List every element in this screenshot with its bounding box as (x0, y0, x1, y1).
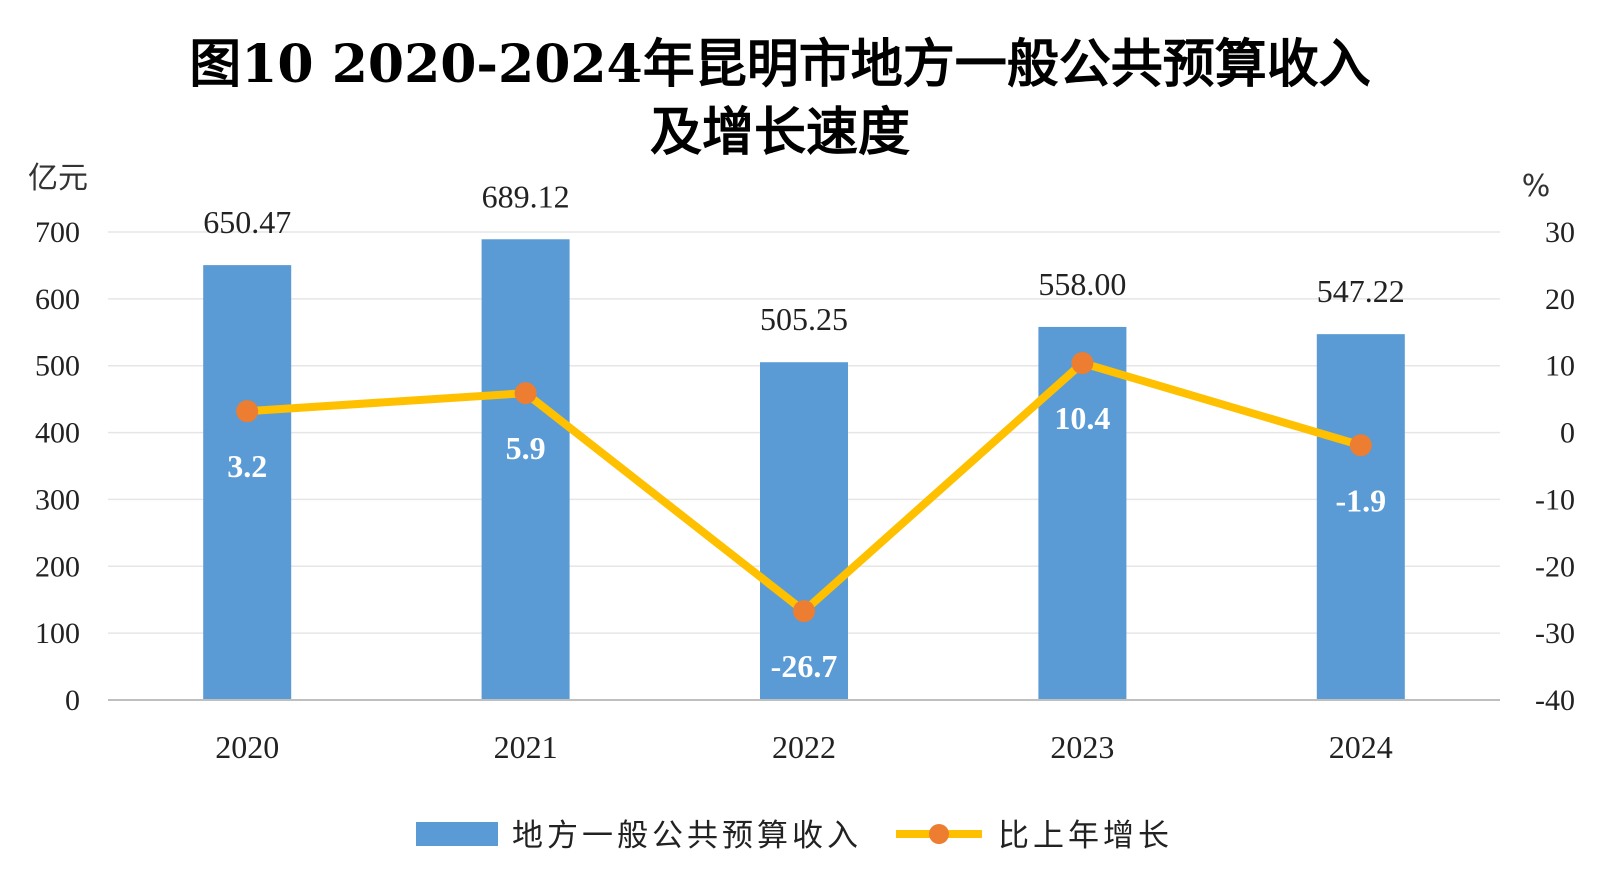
growth-value-label: 5.9 (506, 430, 546, 466)
legend-bar-swatch (416, 822, 498, 846)
legend-line-marker (929, 824, 949, 844)
legend-bar-label: 地方一般公共预算收入 (512, 818, 862, 854)
right-tick-label: -30 (1535, 617, 1575, 650)
right-tick-label: -40 (1535, 684, 1575, 717)
left-tick-label: 300 (35, 483, 80, 516)
growth-point (1071, 352, 1094, 375)
bar (1316, 334, 1405, 700)
line-data-labels: 3.2 5.9 -26.7 10.4 -1.9 (227, 400, 1386, 684)
category-label: 2024 (1329, 729, 1393, 765)
growth-point (236, 400, 259, 423)
bar-series (203, 239, 1405, 701)
growth-point (514, 382, 537, 405)
right-tick-label: -20 (1535, 550, 1575, 583)
left-tick-label: 600 (35, 283, 80, 316)
right-axis-unit: % (1522, 169, 1551, 204)
left-tick-label: 400 (35, 417, 80, 450)
bar-value-label: 547.22 (1317, 273, 1405, 309)
bar (1038, 326, 1127, 700)
left-tick-label: 0 (65, 684, 80, 717)
bar-value-label: 505.25 (760, 301, 848, 337)
growth-value-label: -26.7 (771, 648, 838, 684)
left-tick-label: 100 (35, 617, 80, 650)
bar (481, 239, 570, 701)
chart-title-line-1: 图10 2020-2024年昆明市地方一般公共预算收入 (189, 34, 1371, 95)
category-label: 2021 (494, 729, 558, 765)
bar-value-label: 558.00 (1038, 266, 1126, 302)
line-series (236, 352, 1372, 623)
growth-value-label: 3.2 (227, 448, 267, 484)
right-tick-label: 0 (1560, 417, 1575, 450)
legend-line-label: 比上年增长 (998, 818, 1173, 854)
right-axis-ticks: -40 -30 -20 -10 0 10 20 30 (1535, 216, 1575, 717)
bar-value-label: 650.47 (203, 204, 291, 240)
left-tick-label: 500 (35, 350, 80, 383)
category-label: 2023 (1050, 729, 1114, 765)
left-tick-label: 700 (35, 216, 80, 249)
category-labels: 2020 2021 2022 2023 2024 (215, 729, 1393, 765)
right-tick-label: 10 (1545, 350, 1575, 383)
left-tick-label: 200 (35, 550, 80, 583)
bar-value-label: 689.12 (482, 178, 570, 214)
right-tick-label: -10 (1535, 483, 1575, 516)
left-axis-unit: 亿元 (28, 161, 88, 196)
right-tick-label: 30 (1545, 216, 1575, 249)
legend: 地方一般公共预算收入 比上年增长 (416, 818, 1173, 854)
category-label: 2022 (772, 729, 836, 765)
right-tick-label: 20 (1545, 283, 1575, 316)
growth-value-label: -1.9 (1335, 482, 1386, 518)
bar-data-labels: 650.47 689.12 505.25 558.00 547.22 (203, 178, 1405, 337)
chart-title-line-2: 及增长速度 (650, 102, 910, 163)
bar (760, 362, 848, 700)
bar (203, 265, 292, 700)
growth-point (793, 600, 815, 623)
growth-value-label: 10.4 (1054, 400, 1110, 436)
growth-point (1349, 434, 1372, 457)
left-axis-ticks: 0 100 200 300 400 500 600 700 (35, 216, 80, 717)
category-label: 2020 (215, 729, 279, 765)
